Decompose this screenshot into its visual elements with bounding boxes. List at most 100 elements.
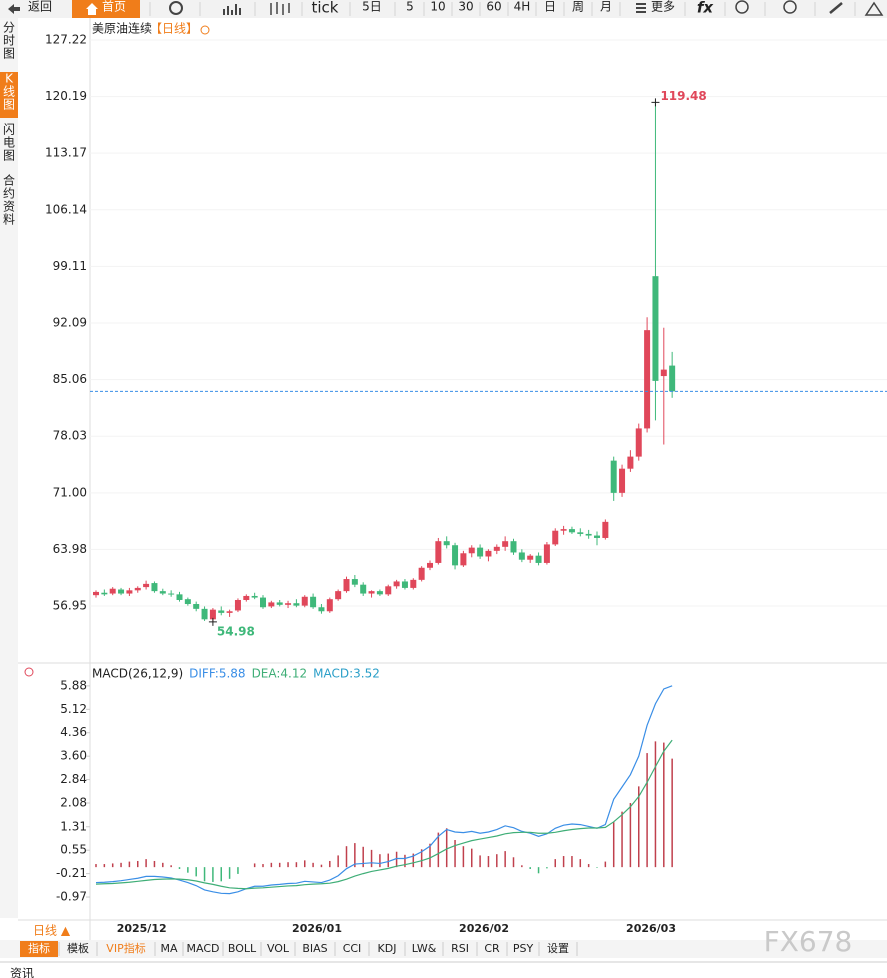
sidebar-tab[interactable]: 约 [3, 186, 15, 201]
candle-body [310, 596, 317, 608]
candle-body [243, 595, 250, 600]
macd-bar [220, 867, 222, 882]
macd-bar [170, 865, 172, 868]
candle-body [143, 583, 150, 588]
zoom-in-icon[interactable] [783, 0, 797, 14]
period-button-bg[interactable] [18, 922, 88, 940]
bottom-tab[interactable]: VOL [267, 942, 290, 955]
macd-bar [187, 867, 189, 873]
macd-bar [111, 863, 114, 868]
bottom-tab[interactable]: MACD [187, 942, 220, 955]
sidebar-tab[interactable]: 分 [3, 21, 15, 35]
settings-icon[interactable] [24, 667, 34, 677]
candle-body [159, 591, 166, 594]
y-tick-label: 106.14 [45, 202, 87, 216]
zoom-out-icon[interactable] [735, 0, 749, 14]
tick-button[interactable]: tick [312, 0, 339, 17]
bottom-tab[interactable]: MA [160, 942, 177, 955]
bottom-tab[interactable]: CCI [343, 942, 362, 955]
refresh-icon[interactable] [169, 1, 183, 15]
bottom-tab[interactable]: 指标 [28, 941, 50, 955]
footer-label[interactable]: 资讯 [10, 967, 34, 978]
back-icon[interactable] [8, 4, 20, 14]
collapse-icon[interactable] [200, 25, 210, 35]
candle-body [360, 584, 367, 594]
pencil-icon[interactable] [829, 2, 843, 14]
bottom-tab[interactable]: 设置 [547, 942, 569, 955]
sidebar-tab[interactable]: 合 [3, 173, 15, 188]
candle-body [543, 544, 550, 563]
macd-bar [504, 851, 506, 868]
macd-bar [454, 840, 456, 868]
macd-bar [629, 803, 632, 868]
candle-body [151, 583, 158, 592]
period-option[interactable]: 60 [486, 0, 501, 14]
period-option[interactable]: 周 [572, 0, 584, 14]
formula-button[interactable]: fx [697, 0, 715, 17]
sidebar-tab[interactable]: 图 [3, 98, 15, 112]
bottom-tab[interactable]: KDJ [378, 942, 397, 955]
sidebar-tab[interactable]: K [5, 72, 14, 86]
period-button[interactable]: 日线 ▲ [33, 924, 71, 938]
home-icon[interactable] [86, 3, 98, 15]
candle-body [535, 555, 542, 563]
period-option[interactable]: 5日 [362, 0, 382, 14]
bottom-tab[interactable]: 模板 [67, 941, 89, 955]
macd-bar [663, 742, 665, 868]
candle-body [568, 529, 575, 533]
more-button[interactable]: 更多 [651, 0, 675, 14]
sidebar-tab[interactable]: 电 [3, 136, 15, 150]
sidebar-tab[interactable]: 闪 [3, 123, 15, 137]
bottom-tab[interactable]: LW& [412, 942, 437, 955]
sidebar-active [0, 72, 18, 118]
candle-body [477, 547, 484, 557]
bar-icon[interactable] [223, 4, 241, 15]
sidebar-tab[interactable]: 时 [3, 34, 15, 48]
menu-icon[interactable] [636, 3, 646, 13]
chart-title: 美原油连续 [92, 21, 152, 36]
macd-bar [462, 846, 465, 868]
sidebar-tab[interactable]: 线 [3, 85, 15, 99]
toolbar [0, 0, 887, 18]
sidebar-tab[interactable]: 图 [3, 149, 15, 163]
triangle-icon[interactable] [864, 1, 884, 16]
macd-tick-label: 2.08 [60, 796, 87, 810]
sidebar-tab[interactable]: 资 [3, 200, 15, 214]
candle-body [176, 594, 183, 600]
candle-body [368, 591, 375, 594]
bottom-tab[interactable]: BIAS [302, 942, 327, 955]
back-label[interactable]: 返回 [28, 0, 52, 14]
macd-bar [345, 846, 348, 868]
candle-body [427, 562, 433, 568]
candle-body [435, 541, 442, 563]
macd-bar [312, 862, 314, 868]
sidebar-tab[interactable]: 图 [3, 47, 15, 61]
sidebar-tab[interactable]: 料 [3, 213, 15, 227]
macd-bar [654, 741, 657, 868]
macd-tick-label: 2.84 [60, 772, 87, 786]
bottom-tab[interactable]: CR [484, 942, 500, 955]
period-option[interactable]: 10 [430, 0, 445, 14]
tab-active[interactable] [20, 941, 58, 957]
macd-bar [471, 848, 473, 868]
macd-bar [429, 843, 431, 868]
period-option[interactable]: 日 [544, 0, 556, 14]
period-option[interactable]: 4H [514, 0, 531, 14]
bottom-tab[interactable]: PSY [513, 942, 534, 955]
period-option[interactable]: 月 [600, 0, 612, 14]
low-marker [208, 617, 217, 626]
macd-bar [412, 853, 415, 868]
bottom-tab[interactable]: RSI [451, 942, 469, 955]
macd-title: MACD(26,12,9) [92, 667, 183, 681]
bottom-tab[interactable]: VIP指标 [106, 941, 145, 955]
sidebar [0, 18, 18, 918]
period-option[interactable]: 30 [458, 0, 473, 14]
home-label[interactable]: 首页 [102, 0, 126, 14]
candle-body [109, 588, 116, 594]
macd-tick-label: -0.97 [56, 890, 87, 904]
bottom-tab[interactable]: BOLL [228, 942, 257, 955]
high-label: 119.48 [660, 89, 706, 103]
candle-icon[interactable] [270, 2, 290, 15]
period-option[interactable]: 5 [406, 0, 414, 14]
macd-bar [329, 860, 331, 868]
